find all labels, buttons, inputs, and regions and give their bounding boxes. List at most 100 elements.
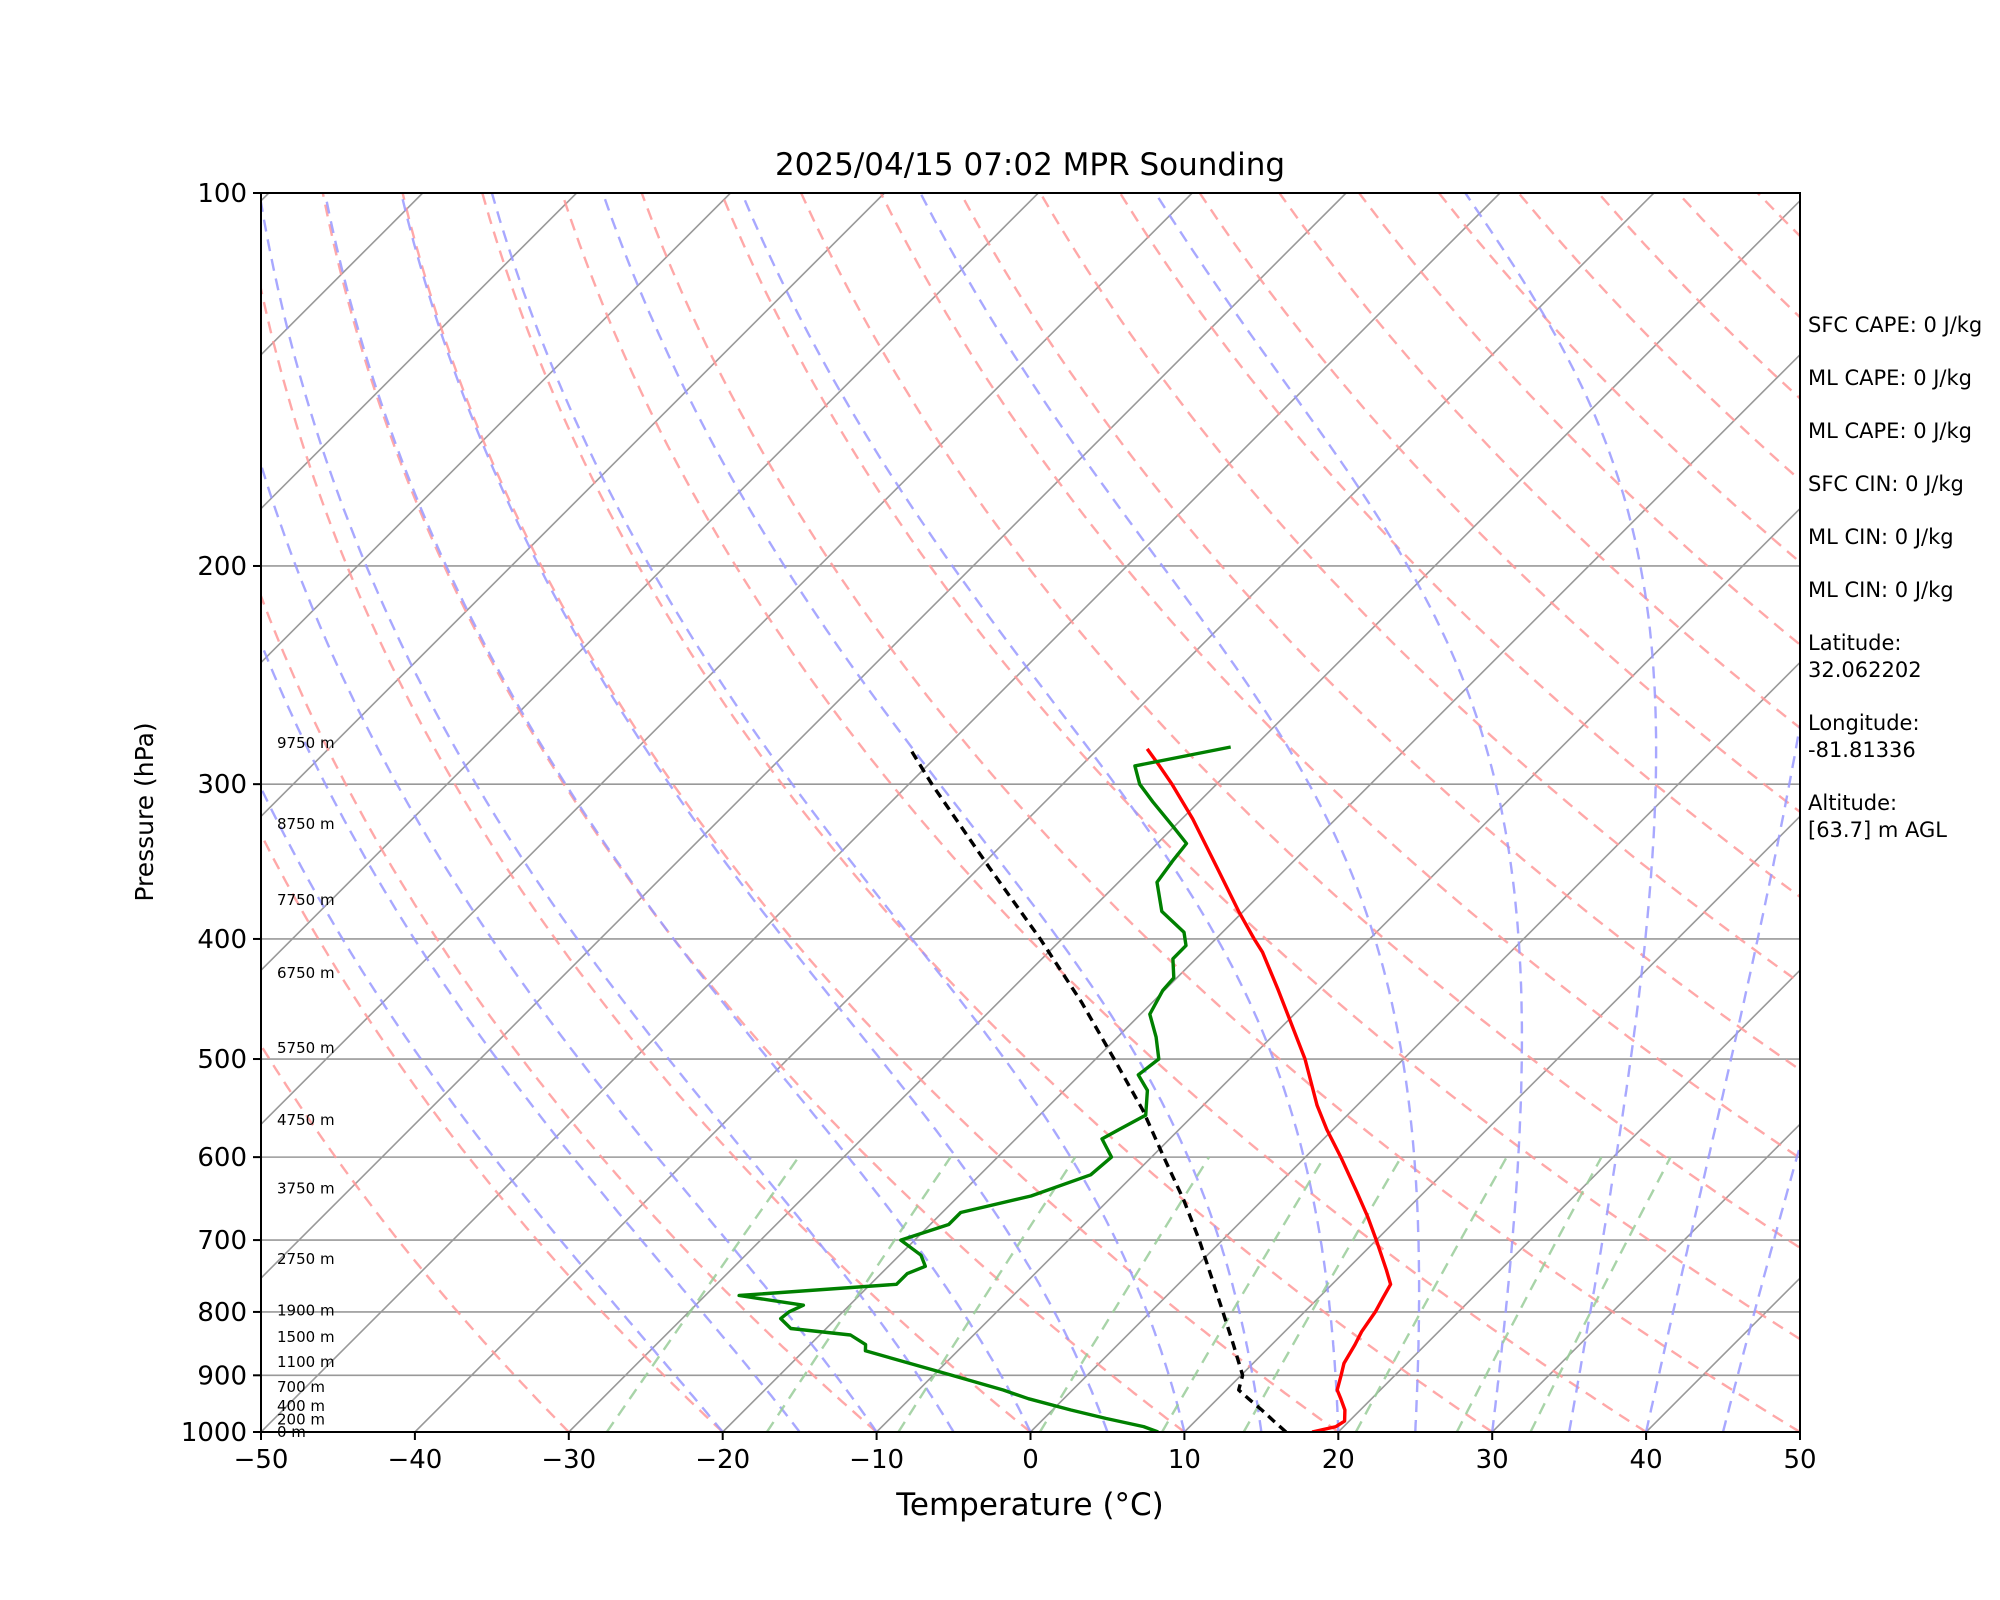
- dry-adiabat: [800, 193, 1800, 1250]
- altitude-block: Altitude: [63.7] m AGL: [1808, 790, 1998, 844]
- isotherm-line: [261, 193, 578, 510]
- isotherm-line: [261, 193, 1039, 972]
- mixing-ratio-line: [765, 1156, 952, 1432]
- mixing-ratio-line: [1354, 1156, 1508, 1432]
- height-label: 200 m: [277, 1411, 325, 1429]
- y-tick-label: 800: [197, 1298, 247, 1328]
- height-label: 1100 m: [277, 1353, 335, 1371]
- dry-adiabat: [261, 1043, 570, 1432]
- height-label: 4750 m: [277, 1111, 335, 1129]
- ml-cin-stat: ML CIN: 0 J/kg: [1808, 525, 1954, 549]
- x-tick-label: −20: [695, 1445, 750, 1475]
- x-tick-label: −50: [234, 1445, 289, 1475]
- moist-adiabat: [1721, 1141, 1800, 1432]
- moist-adiabat: [1464, 193, 1658, 1432]
- moist-adiabat: [261, 785, 724, 1432]
- moist-adiabat: [601, 193, 1263, 1432]
- height-label: 8750 m: [277, 815, 335, 833]
- ml-cape-stat-2: ML CAPE: 0 J/kg: [1808, 419, 1973, 443]
- y-tick-label: 1000: [181, 1418, 247, 1448]
- moist-adiabat: [261, 195, 955, 1432]
- altitude-label: Altitude:: [1808, 791, 1898, 815]
- moist-adiabat: [1644, 718, 1800, 1432]
- isotherm-line: [722, 353, 1800, 1432]
- isotherm-line: [1183, 815, 1800, 1432]
- mixing-ratio-line: [1038, 1156, 1211, 1432]
- dewpoint-trace: [737, 745, 1232, 1432]
- dry-adiabat: [720, 193, 1800, 1341]
- height-label: 1500 m: [277, 1328, 335, 1346]
- isotherm-line: [261, 193, 885, 818]
- dry-adiabat: [1039, 193, 1800, 985]
- sfc-cape-stat: SFC CAPE: 0 J/kg: [1808, 313, 1983, 337]
- x-tick-label: 20: [1322, 1445, 1355, 1475]
- y-tick-label: 500: [197, 1045, 247, 1075]
- x-tick-label: −10: [849, 1445, 904, 1475]
- mixing-ratio-line: [605, 1156, 800, 1432]
- y-tick-label: 200: [197, 552, 247, 582]
- dry-adiabat: [879, 193, 1800, 1160]
- height-label: 2750 m: [277, 1250, 335, 1268]
- isotherm-line: [261, 193, 732, 664]
- ml-cape-stat: ML CAPE: 0 J/kg: [1808, 366, 1973, 390]
- x-tick-label: −30: [541, 1445, 596, 1475]
- x-tick-label: 10: [1168, 1445, 1201, 1475]
- moist-adiabat: [323, 193, 1032, 1432]
- sfc-cin-stat: SFC CIN: 0 J/kg: [1808, 472, 1964, 496]
- temperature-trace: [1145, 747, 1393, 1432]
- height-label: 3750 m: [277, 1180, 335, 1198]
- isotherm-line: [1491, 1123, 1800, 1432]
- isotherm-line: [0, 193, 115, 1432]
- isotherm-line: [261, 193, 1347, 1280]
- height-label: 1900 m: [277, 1302, 335, 1320]
- isotherm-line: [414, 193, 1655, 1432]
- moist-adiabat: [740, 193, 1340, 1432]
- height-label: 6750 m: [277, 964, 335, 982]
- background-grid: [0, 193, 1800, 1432]
- y-tick-label: 900: [197, 1361, 247, 1391]
- plot-frame: [260, 192, 1801, 1433]
- latitude-block: Latitude: 32.062202: [1808, 630, 1998, 684]
- dry-adiabat: [1198, 193, 1800, 814]
- y-tick-label: 100: [197, 179, 247, 209]
- mixing-ratio-line: [1529, 1156, 1672, 1432]
- latitude-value: 32.062202: [1808, 658, 1922, 682]
- moist-adiabat: [919, 193, 1421, 1432]
- parcel-trace: [908, 748, 1288, 1432]
- y-tick-label: 600: [197, 1143, 247, 1173]
- isotherm-line: [261, 193, 1501, 1432]
- height-label: 5750 m: [277, 1039, 335, 1057]
- sounding-info-panel: SFC CAPE: 0 J/kg ML CAPE: 0 J/kg ML CAPE…: [1808, 312, 1998, 870]
- moist-adiabat: [261, 460, 878, 1432]
- isotherm-line: [261, 193, 1193, 1126]
- dry-adiabat: [1278, 193, 1800, 730]
- ml-cin-stat-2: ML CIN: 0 J/kg: [1808, 578, 1954, 602]
- x-tick-label: 40: [1630, 1445, 1663, 1475]
- longitude-block: Longitude: -81.81336: [1808, 710, 1998, 764]
- height-label: 9750 m: [277, 734, 335, 752]
- dry-adiabat: [481, 193, 1493, 1432]
- moist-adiabat: [399, 193, 1109, 1432]
- moist-adiabat: [1154, 193, 1524, 1432]
- altitude-value: [63.7] m AGL: [1808, 818, 1947, 842]
- axis-ticks: −50 −40 −30 −20 −10 0 10 20 30 40 50 100 200 300 400 50…: [181, 179, 1817, 1475]
- y-axis-label: Pressure (hPa): [130, 722, 159, 901]
- isotherm-line: [1337, 969, 1800, 1432]
- dry-adiabat: [261, 592, 878, 1432]
- height-label: 7750 m: [277, 891, 335, 909]
- isotherm-line: [1029, 661, 1800, 1432]
- height-label: 400 m: [277, 1397, 325, 1415]
- x-tick-label: 50: [1783, 1445, 1816, 1475]
- mixing-ratio-line: [897, 1156, 1077, 1432]
- latitude-label: Latitude:: [1808, 631, 1902, 655]
- y-tick-label: 700: [197, 1226, 247, 1256]
- x-tick-label: 30: [1476, 1445, 1509, 1475]
- chart-title: 2025/04/15 07:02 MPR Sounding: [775, 147, 1285, 183]
- y-tick-label: 400: [197, 925, 247, 955]
- height-label: 700 m: [277, 1378, 325, 1396]
- dry-adiabat: [401, 193, 1339, 1432]
- dry-adiabat: [261, 283, 1032, 1432]
- dry-adiabat: [261, 831, 724, 1432]
